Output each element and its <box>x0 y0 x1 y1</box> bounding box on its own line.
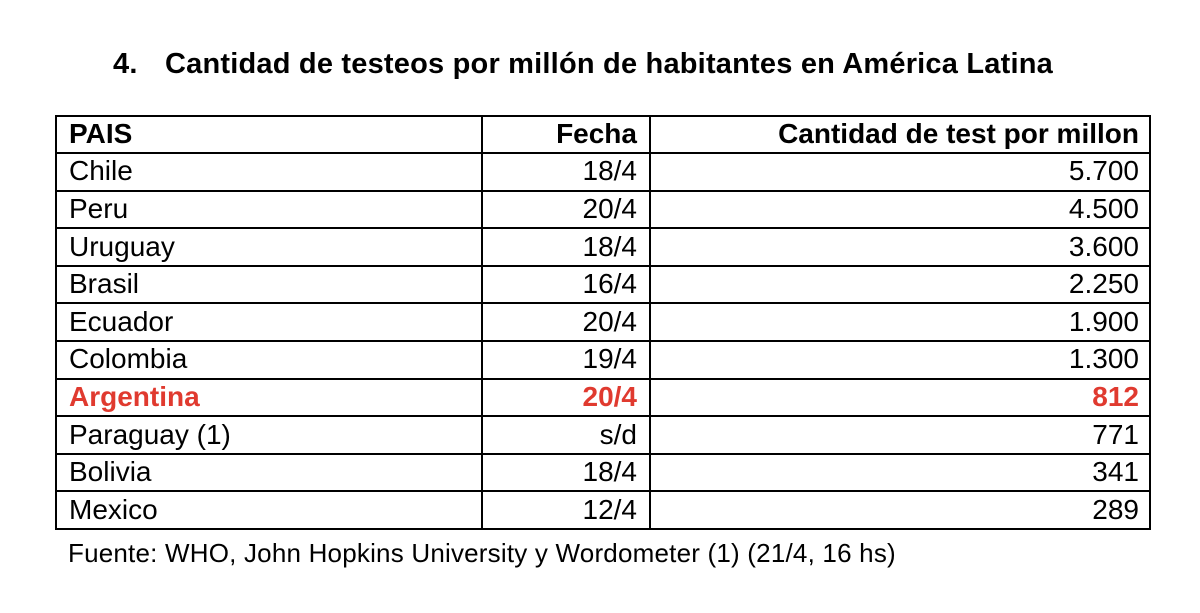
cell-cantidad: 5.700 <box>649 152 1151 192</box>
title-text: Cantidad de testeos por millón de habita… <box>165 48 1053 80</box>
cell-fecha: 16/4 <box>481 264 651 305</box>
cell-fecha: s/d <box>481 415 651 455</box>
tests-per-million-table: PAIS Fecha Cantidad de test por millon C… <box>55 115 1151 530</box>
cell-cantidad: 1.300 <box>649 339 1151 380</box>
cell-pais: Uruguay <box>55 227 483 267</box>
cell-cantidad: 771 <box>649 415 1151 455</box>
title-number: 4. <box>113 48 138 80</box>
column-header-fecha: Fecha <box>481 115 651 154</box>
column-header-pais: PAIS <box>55 115 483 154</box>
cell-pais: Argentina <box>55 377 483 418</box>
cell-pais: Chile <box>55 152 483 192</box>
table-row: Bolivia 18/4 341 <box>55 452 1151 493</box>
cell-pais: Brasil <box>55 264 483 305</box>
cell-fecha: 18/4 <box>481 452 651 493</box>
table-row: Paraguay (1) s/d 771 <box>55 415 1151 455</box>
cell-cantidad: 812 <box>649 377 1151 418</box>
cell-pais: Mexico <box>55 490 483 530</box>
cell-fecha: 20/4 <box>481 189 651 230</box>
column-header-cantidad: Cantidad de test por millon <box>649 115 1151 154</box>
table-row: Colombia 19/4 1.300 <box>55 339 1151 380</box>
table-row: Brasil 16/4 2.250 <box>55 264 1151 305</box>
cell-pais: Peru <box>55 189 483 230</box>
source-note: Fuente: WHO, John Hopkins University y W… <box>68 538 896 568</box>
cell-cantidad: 1.900 <box>649 302 1151 342</box>
cell-pais: Bolivia <box>55 452 483 493</box>
cell-pais: Colombia <box>55 339 483 380</box>
page-title: 4. Cantidad de testeos por millón de hab… <box>113 48 1053 81</box>
table-row: Chile 18/4 5.700 <box>55 152 1151 192</box>
cell-cantidad: 4.500 <box>649 189 1151 230</box>
cell-cantidad: 289 <box>649 490 1151 530</box>
cell-cantidad: 2.250 <box>649 264 1151 305</box>
cell-fecha: 20/4 <box>481 302 651 342</box>
cell-fecha: 19/4 <box>481 339 651 380</box>
cell-fecha: 18/4 <box>481 152 651 192</box>
cell-fecha: 18/4 <box>481 227 651 267</box>
cell-pais: Ecuador <box>55 302 483 342</box>
table-row: Mexico 12/4 289 <box>55 490 1151 530</box>
cell-fecha: 20/4 <box>481 377 651 418</box>
cell-pais: Paraguay (1) <box>55 415 483 455</box>
table-row: Ecuador 20/4 1.900 <box>55 302 1151 342</box>
table-row: Uruguay 18/4 3.600 <box>55 227 1151 267</box>
cell-cantidad: 3.600 <box>649 227 1151 267</box>
table-row: Argentina 20/4 812 <box>55 377 1151 418</box>
cell-cantidad: 341 <box>649 452 1151 493</box>
table-row: Peru 20/4 4.500 <box>55 189 1151 230</box>
cell-fecha: 12/4 <box>481 490 651 530</box>
table-header-row: PAIS Fecha Cantidad de test por millon <box>55 115 1151 154</box>
